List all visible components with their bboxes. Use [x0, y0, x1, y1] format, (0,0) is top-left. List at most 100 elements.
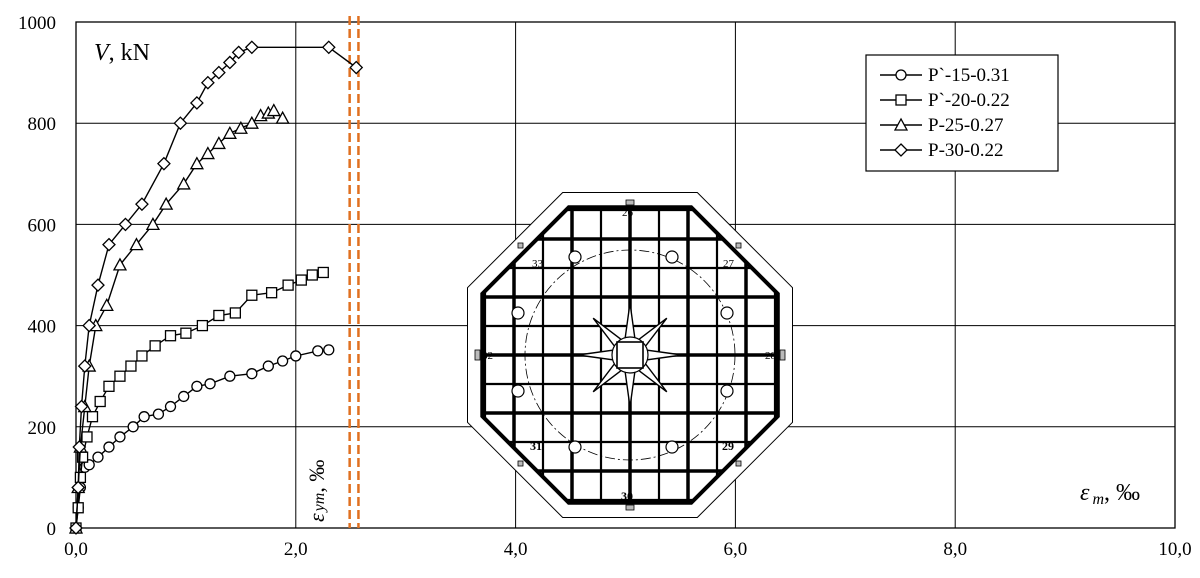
y-tick-label: 0	[47, 519, 57, 540]
data-point	[196, 319, 209, 332]
y-axis-label: V, kN	[94, 40, 150, 66]
data-point	[200, 75, 215, 90]
data-point	[135, 197, 149, 212]
strain-gauge	[779, 349, 786, 361]
data-point	[213, 309, 225, 322]
bolt-hole	[665, 440, 679, 454]
data-point	[233, 120, 248, 134]
data-point	[152, 408, 165, 420]
strain-gauge-label: 31	[530, 439, 542, 453]
data-point	[244, 115, 259, 129]
bolt-hole	[568, 440, 582, 454]
data-point	[114, 431, 126, 443]
yield-strain-lines	[348, 16, 360, 528]
data-point	[92, 451, 104, 463]
data-point	[224, 370, 236, 382]
strain-gauge-label: 27	[723, 258, 735, 270]
legend-label: P-30-0.22	[928, 140, 1003, 161]
bolt-hole	[720, 384, 734, 398]
x-tick-label: 8,0	[943, 539, 967, 560]
data-point	[306, 269, 318, 281]
x-tick-label: 2,0	[284, 539, 308, 560]
data-point	[312, 345, 324, 357]
y-tick-label: 200	[28, 418, 57, 439]
data-point	[323, 344, 335, 356]
data-point	[157, 156, 171, 171]
series-line	[75, 349, 329, 529]
data-point	[145, 217, 161, 231]
axis-ticks: 0,0 2,0 4,0 6,0 8,0 10,0 0 200 400 600 800 1000	[18, 13, 1192, 560]
series-layer	[68, 40, 364, 535]
data-point	[164, 330, 177, 342]
data-point	[282, 279, 294, 291]
data-point	[176, 176, 191, 190]
legend-label: P`-15-0.31	[928, 65, 1010, 86]
bolt-hole	[568, 250, 582, 264]
strain-gauge-label: 32	[482, 350, 493, 362]
series-line	[75, 46, 357, 529]
series-line	[75, 109, 284, 529]
series-4	[69, 40, 364, 535]
data-point	[103, 441, 115, 453]
strain-gauge	[517, 242, 524, 249]
data-point	[72, 502, 84, 514]
data-point	[200, 146, 215, 160]
data-point	[114, 370, 126, 382]
bolt-hole	[511, 384, 525, 398]
data-point	[189, 96, 204, 110]
strain-gauge	[735, 242, 742, 249]
strain-gauge-label: 29	[722, 439, 734, 453]
data-point	[77, 359, 92, 373]
data-point	[86, 411, 99, 423]
data-point	[246, 368, 258, 380]
data-point	[244, 40, 259, 55]
bolt-hole	[720, 306, 734, 320]
section-rebar-ring	[480, 205, 780, 505]
data-point	[71, 480, 86, 495]
data-point	[94, 395, 106, 408]
data-point	[231, 45, 246, 60]
x-axis-label: ε m, ‰	[1080, 480, 1140, 508]
y-tick-label: 400	[28, 317, 57, 338]
column	[616, 341, 644, 369]
data-point	[164, 400, 177, 413]
data-point	[246, 289, 258, 301]
plot-frame	[75, 21, 1176, 529]
strain-gauge-label: 33	[532, 258, 544, 270]
data-point	[275, 110, 290, 124]
data-point	[118, 217, 133, 232]
data-point	[138, 411, 150, 423]
data-point	[129, 237, 144, 251]
data-point	[136, 350, 148, 362]
data-point	[102, 237, 116, 252]
data-point	[173, 116, 188, 131]
data-point	[211, 65, 226, 80]
data-point	[99, 298, 114, 312]
strain-gauge	[625, 504, 635, 511]
x-tick-label: 0,0	[64, 539, 88, 560]
strain-gauge	[474, 349, 481, 361]
series-1	[70, 344, 335, 534]
yield-strain-label: εym, ‰	[304, 460, 329, 522]
x-tick-label: 10,0	[1158, 539, 1191, 560]
data-point	[295, 274, 307, 286]
data-point	[69, 521, 83, 535]
data-point	[290, 350, 302, 362]
strain-gauge-label: 30	[621, 489, 633, 503]
strain-gauge	[735, 460, 742, 467]
legend-marker	[895, 94, 907, 106]
x-tick-label: 6,0	[724, 539, 748, 560]
bolt-hole	[665, 250, 679, 264]
data-point	[112, 257, 128, 271]
data-point	[222, 125, 237, 139]
strain-gauge	[625, 199, 635, 206]
y-tick-label: 1000	[18, 13, 56, 34]
data-point	[262, 360, 274, 372]
data-point	[127, 421, 139, 433]
y-tick-label: 800	[28, 114, 57, 135]
y-tick-label: 600	[28, 215, 57, 236]
data-point	[91, 278, 105, 293]
data-point	[317, 266, 329, 279]
data-point	[191, 380, 203, 392]
